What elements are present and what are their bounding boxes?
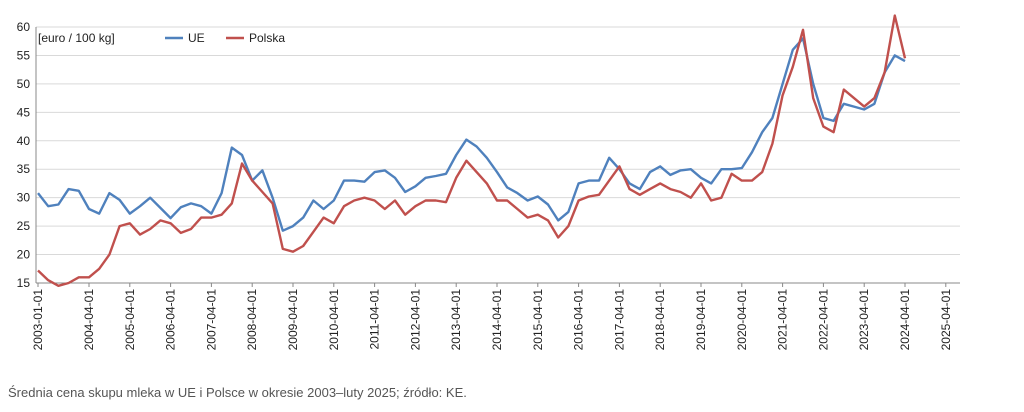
x-tick-label: 2024-04-01 — [898, 289, 912, 351]
y-tick-label: 50 — [17, 77, 31, 91]
gridlines — [36, 26, 960, 284]
y-tick-label: 15 — [17, 276, 31, 290]
x-tick-label: 2007-04-01 — [204, 289, 218, 351]
line-chart: 15 20 25 30 35 40 45 50 55 60 2003-01-01 2004-04-0… — [17, 14, 960, 351]
x-tick-label: 2003-01-01 — [31, 289, 45, 351]
x-tick-label: 2006-04-01 — [164, 289, 178, 351]
x-tick-label: 2016-04-01 — [572, 289, 586, 351]
x-tick-label: 2010-04-01 — [327, 289, 341, 351]
x-tick-label: 2015-04-01 — [531, 289, 545, 351]
series-lines — [37, 14, 907, 287]
x-tick-label: 2022-04-01 — [816, 289, 830, 351]
x-tick-label: 2021-04-01 — [776, 289, 790, 351]
legend: [euro / 100 kg] UE Polska — [38, 31, 285, 45]
y-tick-label: 60 — [17, 20, 31, 34]
x-tick-label: 2009-04-01 — [286, 289, 300, 351]
x-tick-label: 2005-04-01 — [123, 289, 137, 351]
figure-caption: Średnia cena skupu mleka w UE i Polsce w… — [8, 385, 467, 400]
y-tick-label: 25 — [17, 219, 31, 233]
legend-label-polska: Polska — [249, 31, 285, 45]
unit-label: [euro / 100 kg] — [38, 31, 115, 45]
x-tick-labels: 2003-01-01 2004-04-01 2005-04-01 2006-04-01… — [31, 289, 953, 351]
x-tick-label: 2011-04-01 — [368, 289, 382, 350]
y-tick-label: 30 — [17, 191, 31, 205]
x-tick-label: 2019-04-01 — [694, 289, 708, 351]
x-tick-label: 2017-04-01 — [612, 289, 626, 351]
x-tick-label: 2020-04-01 — [735, 289, 749, 351]
y-tick-label: 35 — [17, 162, 31, 176]
y-tick-labels: 15 20 25 30 35 40 45 50 55 60 — [17, 20, 31, 290]
y-tick-label: 40 — [17, 134, 31, 148]
x-tick-label: 2012-04-01 — [408, 289, 422, 351]
x-tick-label: 2023-04-01 — [857, 289, 871, 351]
legend-label-ue: UE — [188, 31, 205, 45]
x-tick-label: 2014-04-01 — [490, 289, 504, 351]
y-tick-label: 45 — [17, 105, 31, 119]
x-tick-label: 2008-04-01 — [245, 289, 259, 351]
axes — [35, 27, 960, 287]
x-tick-label: 2018-04-01 — [653, 289, 667, 351]
x-tick-label: 2013-04-01 — [449, 289, 463, 351]
x-tick-label: 2004-04-01 — [82, 289, 96, 351]
y-tick-label: 20 — [17, 248, 31, 262]
series-line-ue — [37, 37, 906, 232]
x-tick-label: 2025-04-01 — [939, 289, 953, 351]
y-tick-label: 55 — [17, 48, 31, 62]
series-line-polska — [37, 14, 907, 287]
